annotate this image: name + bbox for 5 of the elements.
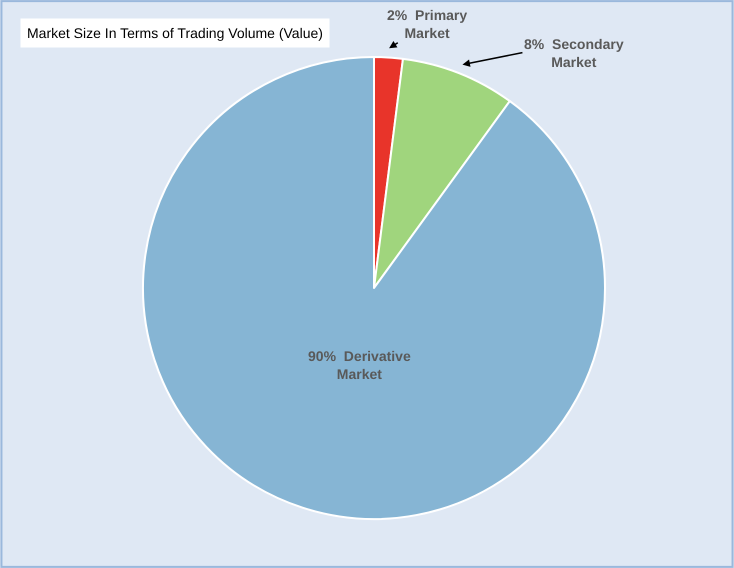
pie-slice bbox=[142, 56, 606, 520]
slice-label: 8% Secondary Market bbox=[524, 36, 624, 70]
slice-label: 2% Primary Market bbox=[387, 7, 468, 42]
text: Market Size In Terms of Trading Volume (Value) bbox=[27, 25, 323, 41]
slice-label: 90% Derivative Market bbox=[308, 348, 411, 382]
